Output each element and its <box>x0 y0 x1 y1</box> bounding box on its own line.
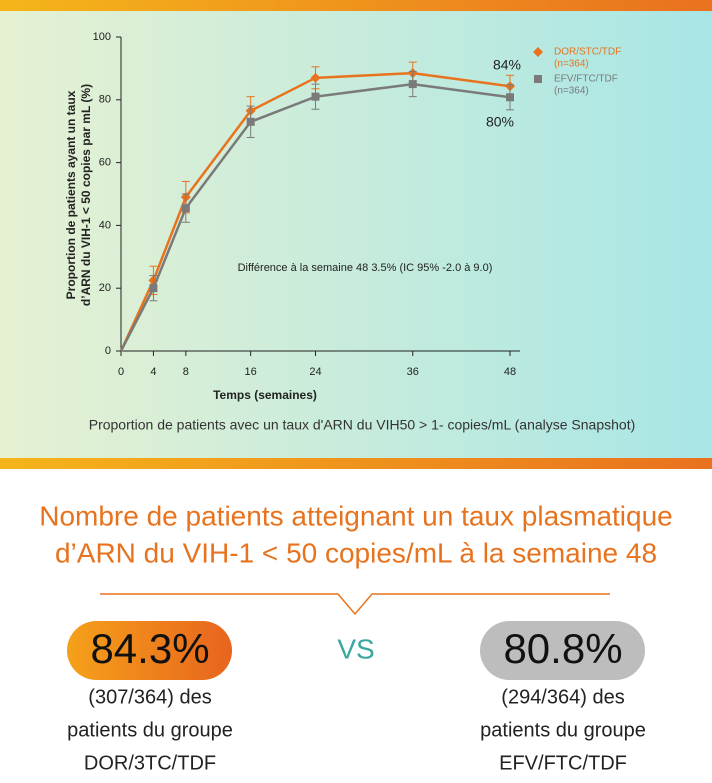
legend-label: (n=364) <box>554 86 589 97</box>
marker <box>506 93 514 102</box>
annotation: 80% <box>486 114 514 130</box>
result-text: DOR/3TC/TDF <box>84 752 216 774</box>
x-tick-label: 8 <box>183 366 189 378</box>
headline: Nombre de patients atteignant un taux pl… <box>39 500 673 531</box>
legend-label: (n=364) <box>554 59 589 70</box>
annotation: Différence à la semaine 48 3.5% (IC 95% … <box>238 262 493 274</box>
x-tick-label: 4 <box>150 366 156 378</box>
vs-label: VS <box>337 633 374 664</box>
y-tick-label: 40 <box>99 219 111 231</box>
result-text: (307/364) des <box>88 686 211 708</box>
divider <box>100 593 610 616</box>
marker <box>181 204 190 213</box>
y-tick-label: 20 <box>99 282 111 294</box>
result-text: EFV/FTC/TDF <box>499 752 627 774</box>
x-tick-label: 24 <box>309 366 321 378</box>
y-tick-label: 100 <box>93 31 111 43</box>
result-value: 84.3% <box>90 625 209 672</box>
x-axis-label: Temps (semaines) <box>213 388 317 402</box>
result-text: patients du groupe <box>67 719 233 741</box>
x-tick-label: 16 <box>245 366 257 378</box>
legend-marker <box>533 47 543 57</box>
marker <box>408 80 417 89</box>
x-tick-label: 0 <box>118 366 124 378</box>
annotation: 84% <box>493 57 521 73</box>
legend-marker <box>534 75 542 83</box>
top-stripe <box>0 0 712 11</box>
result-value: 80.8% <box>503 625 622 672</box>
marker <box>310 72 321 83</box>
caption: Proportion de patients avec un taux d'AR… <box>89 417 636 433</box>
result-text: patients du groupe <box>480 719 646 741</box>
bottom-stripe <box>0 458 712 469</box>
legend-label: EFV/FTC/TDF <box>554 74 618 85</box>
legend-label: DOR/STC/TDF <box>554 47 621 58</box>
x-tick-label: 48 <box>504 366 516 378</box>
result-text: (294/364) des <box>501 686 624 708</box>
result-pill <box>480 621 645 680</box>
headline: d’ARN du VIH-1 < 50 copies/mL à la semai… <box>55 537 657 568</box>
result-pill <box>67 621 232 680</box>
marker <box>149 284 158 293</box>
y-axis-label: Proportion de patients ayant un taux <box>64 90 78 299</box>
y-axis-label: d’ARN du VIH-1 < 50 copies par mL (%) <box>79 84 93 306</box>
marker <box>311 92 320 101</box>
y-tick-label: 0 <box>105 345 111 357</box>
y-tick-label: 60 <box>99 157 111 169</box>
marker <box>246 117 255 126</box>
y-tick-label: 80 <box>99 94 111 106</box>
x-tick-label: 36 <box>407 366 419 378</box>
